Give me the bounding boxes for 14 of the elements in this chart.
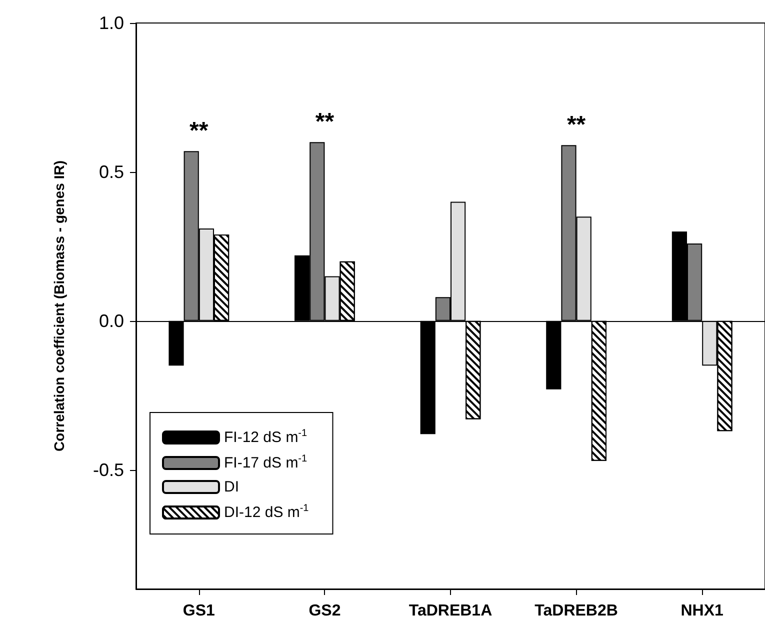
annotation: ** (566, 112, 586, 139)
x-tick-label: GS2 (308, 602, 341, 620)
annotation: ** (190, 118, 209, 145)
annotation: ** (315, 108, 335, 136)
x-tick-label: TaDREB1A (408, 602, 493, 620)
y-tick-label: 0.0 (98, 310, 124, 331)
y-tick-label: 1.0 (98, 13, 124, 33)
x-tick-label: GS1 (182, 602, 216, 620)
x-tick-label: TaDREB2B (534, 602, 618, 620)
y-axis-title: Correlation coefficient (Biomass - genes IR) (51, 160, 67, 452)
y-tick-label: 0.5 (98, 162, 124, 182)
x-tick-label: NHX1 (680, 602, 724, 620)
y-tick-label: -0.5 (92, 460, 124, 480)
legend-label: DI (224, 478, 239, 496)
